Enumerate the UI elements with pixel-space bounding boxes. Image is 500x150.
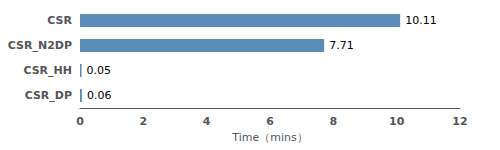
svg-text:CSR: CSR: [47, 14, 72, 27]
svg-text:Time（mins）: Time（mins）: [231, 131, 307, 144]
svg-text:0: 0: [76, 115, 84, 128]
svg-text:CSR_DP: CSR_DP: [25, 89, 72, 102]
svg-text:CSR_HH: CSR_HH: [23, 64, 72, 77]
svg-text:CSR_N2DP: CSR_N2DP: [8, 39, 72, 52]
svg-text:0.05: 0.05: [87, 64, 112, 77]
svg-text:2: 2: [140, 115, 148, 128]
svg-text:8: 8: [330, 115, 338, 128]
svg-text:10: 10: [389, 115, 405, 128]
svg-text:6: 6: [266, 115, 274, 128]
svg-text:7.71: 7.71: [329, 39, 354, 52]
svg-text:4: 4: [203, 115, 211, 128]
svg-text:12: 12: [452, 115, 467, 128]
svg-text:0.06: 0.06: [87, 89, 112, 102]
svg-text:10.11: 10.11: [405, 14, 437, 27]
